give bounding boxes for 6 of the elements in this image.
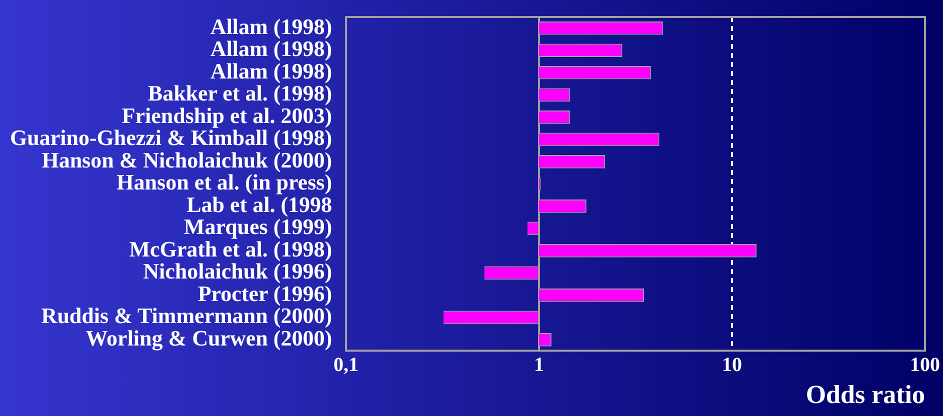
x-tick-label: 0,1 bbox=[334, 354, 359, 376]
x-tick-label: 100 bbox=[910, 354, 940, 376]
x-tick-label: 1 bbox=[534, 354, 544, 376]
x-tick-label: 10 bbox=[722, 354, 742, 376]
x-axis-title: Odds ratio bbox=[806, 380, 925, 410]
y-tick-label: Allam (1998) bbox=[210, 14, 332, 39]
